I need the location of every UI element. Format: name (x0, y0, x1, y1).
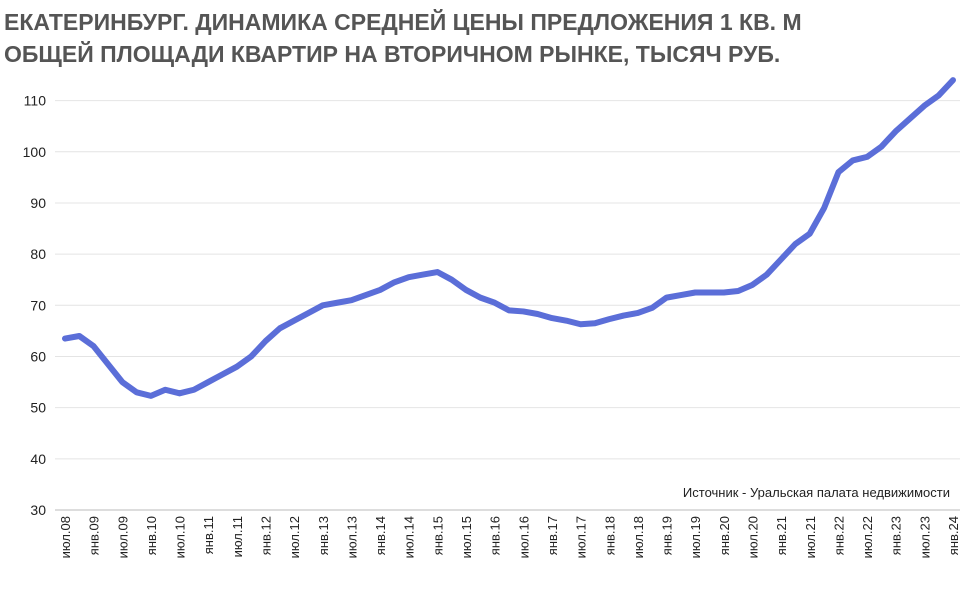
y-tick-label: 100 (23, 144, 47, 160)
x-tick-label: июл.22 (860, 516, 875, 558)
y-tick-label: 70 (30, 297, 46, 313)
y-tick-label: 30 (30, 502, 46, 518)
x-tick-label: янв.24 (946, 516, 961, 555)
chart-title: ЕКАТЕРИНБУРГ. ДИНАМИКА СРЕДНЕЙ ЦЕНЫ ПРЕД… (4, 8, 802, 35)
x-tick-label: июл.21 (803, 516, 818, 558)
x-tick-label: июл.12 (287, 516, 302, 558)
y-tick-label: 50 (30, 400, 46, 416)
y-tick-label: 110 (24, 93, 47, 109)
x-tick-label: июл.20 (745, 516, 760, 558)
x-tick-label: янв.17 (545, 516, 560, 555)
x-tick-label: янв.16 (488, 516, 503, 555)
x-tick-label: янв.09 (87, 516, 102, 555)
x-tick-label: янв.10 (144, 516, 159, 555)
x-tick-label: янв.13 (316, 516, 331, 555)
x-tick-label: июл.10 (173, 516, 188, 558)
x-tick-label: июл.19 (688, 516, 703, 558)
x-tick-label: янв.19 (660, 516, 675, 555)
price-line (62, 77, 956, 399)
x-tick-label: янв.15 (430, 516, 445, 555)
chart-subtitle: ОБЩЕЙ ПЛОЩАДИ КВАРТИР НА ВТОРИЧНОМ РЫНКЕ… (4, 40, 780, 67)
x-tick-label: июл.15 (459, 516, 474, 558)
x-tick-label: июл.17 (574, 516, 589, 558)
x-tick-label: июл.09 (115, 516, 130, 558)
y-tick-label: 60 (30, 348, 46, 364)
x-tick-label: янв.22 (831, 516, 846, 555)
x-tick-label: янв.23 (889, 516, 904, 555)
x-tick-label: июл.13 (344, 516, 359, 558)
source-note: Источник - Уральская палата недвижимости (683, 485, 950, 500)
x-tick-label: июл.14 (402, 516, 417, 558)
y-tick-label: 80 (30, 246, 46, 262)
x-tick-label: июл.08 (58, 516, 73, 558)
y-tick-label: 40 (30, 451, 46, 467)
x-tick-label: янв.12 (259, 516, 274, 555)
y-tick-label: 90 (30, 195, 46, 211)
x-tick-label: июл.11 (230, 516, 245, 557)
x-tick-label: янв.21 (774, 516, 789, 555)
x-tick-label: июл.16 (516, 516, 531, 558)
x-tick-label: янв.14 (373, 516, 388, 555)
x-tick-label: июл.23 (917, 516, 932, 558)
x-tick-label: июл.18 (631, 516, 646, 558)
x-tick-label: янв.18 (602, 516, 617, 555)
x-tick-label: янв.20 (717, 516, 732, 555)
x-tick-label: янв.11 (201, 516, 216, 554)
